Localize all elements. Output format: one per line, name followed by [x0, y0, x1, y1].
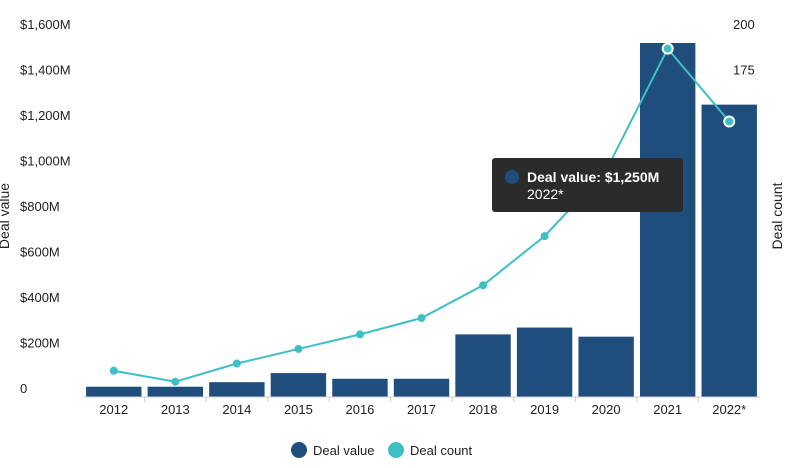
legend-label-deal-value: Deal value: [313, 443, 374, 458]
legend-swatch-deal-value: [291, 442, 307, 458]
point-deal-count[interactable]: [294, 344, 303, 353]
y2-tick-label: 200: [733, 17, 755, 32]
x-tick-label: 2020: [592, 402, 621, 417]
x-tick-label: 2017: [407, 402, 436, 417]
y2-tick-label: 175: [733, 63, 755, 78]
y-tick-label: $1,200M: [20, 108, 71, 123]
bar-deal-value[interactable]: [270, 373, 327, 397]
y2-axis-title: Deal count: [769, 182, 785, 249]
bar-deal-value[interactable]: [578, 336, 634, 397]
legend-swatch-deal-count: [388, 442, 404, 458]
x-tick-label: 2014: [222, 402, 251, 417]
y-tick-label: $400M: [20, 290, 60, 305]
legend-item-deal-value[interactable]: Deal value: [291, 442, 374, 458]
point-deal-count[interactable]: [109, 366, 118, 375]
tooltip-subtitle: 2022*: [527, 186, 564, 202]
line-deal-count: [113, 46, 730, 383]
bar-deal-value[interactable]: [455, 334, 511, 397]
legend-label-deal-count: Deal count: [410, 443, 473, 458]
x-tick-label: 2013: [161, 402, 190, 417]
tooltip-box: [492, 158, 683, 212]
x-tick-label: 2019: [530, 402, 559, 417]
tooltip: Deal value: $1,250M 2022*: [492, 158, 683, 212]
deal-count-line: [109, 42, 736, 386]
x-tick-label: 2018: [469, 402, 498, 417]
point-deal-count[interactable]: [723, 115, 736, 128]
x-tick-label: 2016: [345, 402, 374, 417]
point-deal-count[interactable]: [479, 281, 488, 290]
y-tick-label: 0: [20, 381, 27, 396]
y-tick-label: $1,600M: [20, 17, 71, 32]
y-tick-label: $1,400M: [20, 63, 71, 78]
deal-value-bars: [86, 43, 757, 397]
legend-item-deal-count[interactable]: Deal count: [388, 442, 473, 458]
point-deal-count[interactable]: [661, 42, 674, 55]
y-axis-title: Deal value: [0, 183, 12, 249]
point-deal-count[interactable]: [171, 377, 180, 386]
legend: Deal value Deal count: [291, 442, 473, 458]
point-deal-count[interactable]: [232, 359, 241, 368]
bar-deal-value[interactable]: [393, 378, 450, 397]
point-deal-count[interactable]: [540, 232, 549, 241]
y-tick-label: $800M: [20, 199, 60, 214]
bar-deal-value[interactable]: [86, 386, 142, 397]
point-deal-count[interactable]: [417, 314, 426, 323]
bar-deal-value[interactable]: [516, 327, 573, 397]
bar-deal-value[interactable]: [209, 382, 265, 397]
bar-deal-value[interactable]: [147, 386, 204, 397]
x-tick-label: 2021: [653, 402, 682, 417]
x-tick-label: 2012: [99, 402, 128, 417]
x-tick-label: 2022*: [712, 402, 746, 417]
y-tick-label: $200M: [20, 336, 60, 351]
y-tick-label: $600M: [20, 245, 60, 260]
tooltip-title: Deal value: $1,250M: [527, 169, 659, 185]
bar-deal-value[interactable]: [332, 378, 388, 397]
point-deal-count[interactable]: [355, 330, 364, 339]
bar-deal-value[interactable]: [639, 43, 696, 397]
y-axis-ticks: 0 $200M $400M $600M $800M $1,000M $1,200M $1,40…: [20, 17, 71, 396]
x-axis-ticks: 2012 2013 2014 2015 2016 2017 2018 2019 2020 2021…: [99, 397, 746, 417]
bar-deal-value[interactable]: [701, 104, 757, 397]
tooltip-marker: [505, 170, 519, 184]
y-tick-label: $1,000M: [20, 154, 71, 169]
x-tick-label: 2015: [284, 402, 313, 417]
